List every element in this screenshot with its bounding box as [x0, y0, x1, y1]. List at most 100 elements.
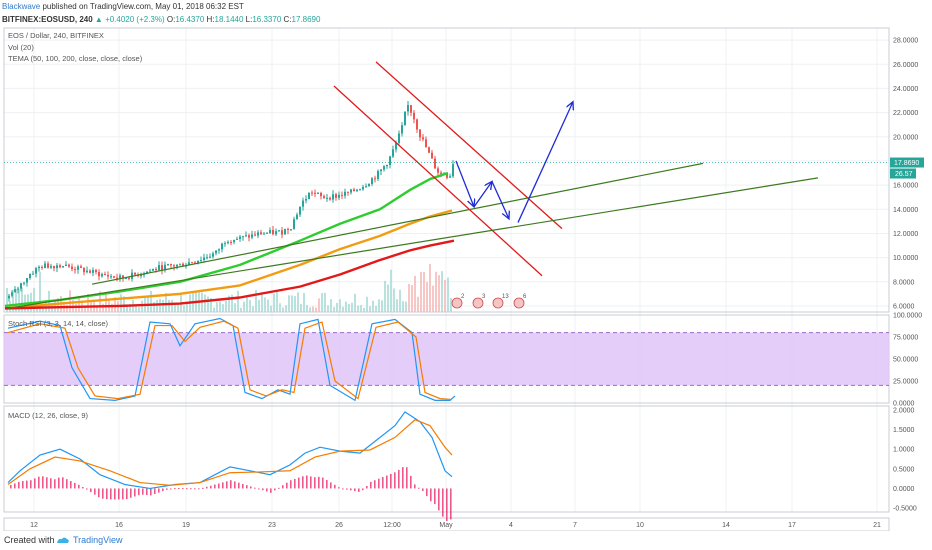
candle-body: [206, 257, 208, 259]
candle-body: [317, 193, 319, 195]
macd-histogram-bar: [210, 485, 212, 489]
candle-body: [233, 239, 235, 243]
last-price-label: 17.8690: [894, 160, 919, 167]
publish-header: Blackwave published on TradingView.com, …: [0, 0, 932, 14]
macd-histogram-bar: [374, 480, 376, 489]
author-link[interactable]: Blackwave: [2, 2, 41, 11]
candle-body: [428, 147, 430, 153]
event-count-label: 2: [461, 294, 465, 300]
low-label: L:: [245, 15, 253, 24]
candle-body: [299, 206, 301, 215]
candle-body: [35, 268, 37, 274]
volume-bar: [426, 282, 428, 312]
candle-body: [269, 230, 271, 233]
volume-bar: [99, 291, 101, 312]
volume-bar: [318, 298, 320, 312]
volume-bar: [102, 303, 104, 312]
macd-histogram-bar: [46, 477, 48, 489]
candle-body: [416, 119, 418, 130]
candle-body: [389, 156, 391, 166]
candle-body: [143, 274, 145, 276]
volume-bar: [243, 301, 245, 312]
volume-bar: [222, 304, 224, 312]
volume-bar: [237, 290, 239, 312]
volume-bar: [267, 299, 269, 312]
macd-histogram-bar: [242, 483, 244, 489]
volume-bar: [129, 303, 131, 312]
volume-bar: [264, 297, 266, 312]
candle-body: [440, 172, 442, 174]
candle-body: [338, 194, 340, 198]
time-tick-label: 10: [636, 522, 644, 529]
candle-body: [20, 283, 22, 289]
macd-histogram-bar: [314, 477, 316, 489]
volume-badge: [890, 168, 916, 179]
macd-histogram-bar: [198, 488, 200, 490]
time-tick-label: 21: [873, 522, 881, 529]
volume-bar: [309, 307, 311, 312]
candle-body: [65, 264, 67, 267]
volume-bar: [105, 292, 107, 312]
volume-bar: [423, 271, 425, 312]
volume-bar: [393, 288, 395, 312]
candle-body: [101, 274, 103, 277]
symbol-name[interactable]: BITFINEX:EOSUSD, 240: [2, 15, 93, 24]
price-tick-label: 6.0000: [893, 303, 915, 310]
candle-body: [122, 275, 124, 279]
tradingview-logo-icon: [57, 537, 69, 543]
macd-histogram-bar: [118, 488, 120, 500]
volume-bar: [210, 298, 212, 312]
candle-body: [173, 265, 175, 267]
candle-body: [398, 133, 400, 143]
candle-body: [215, 250, 217, 254]
macd-histogram-bar: [434, 488, 436, 505]
volume-bar: [45, 300, 47, 312]
candle-body: [323, 196, 325, 198]
candle-body: [50, 266, 52, 268]
tradingview-brand-link[interactable]: TradingView: [73, 535, 123, 545]
volume-bar: [123, 296, 125, 312]
volume-bar: [447, 277, 449, 312]
volume-bar: [321, 293, 323, 312]
candle-body: [134, 272, 136, 275]
event-flag-icon: [513, 297, 525, 309]
volume-bar: [420, 271, 422, 312]
macd-histogram-bar: [146, 488, 148, 496]
macd-histogram-bar: [370, 481, 372, 489]
candle-body: [362, 186, 364, 190]
stoch-tick-label: 0.0000: [893, 401, 915, 408]
volume-bar: [438, 275, 440, 312]
candle-body: [170, 263, 172, 266]
volume-bar: [135, 306, 137, 312]
trendline-upper: [91, 162, 704, 285]
volume-bar: [354, 293, 356, 312]
macd-histogram-bar: [70, 481, 72, 489]
macd-histogram-bar: [270, 488, 272, 493]
candle-body: [119, 275, 121, 279]
macd-histogram-bar: [306, 475, 308, 489]
candle-body: [266, 232, 268, 234]
event-count-label: 6: [523, 294, 527, 300]
price-tick-label: 14.0000: [893, 207, 918, 214]
candle-body: [365, 186, 367, 188]
stoch-tick-label: 100.0000: [893, 313, 922, 320]
volume-bar: [204, 294, 206, 312]
candle-body: [182, 263, 184, 267]
macd-tick-label: 1.0000: [893, 447, 915, 454]
candle-body: [95, 270, 97, 273]
macd-histogram-bar: [362, 488, 364, 491]
macd-histogram-bar: [174, 488, 176, 490]
volume-bar: [297, 292, 299, 312]
tema-50-line: [4, 171, 449, 308]
macd-histogram-bar: [394, 472, 396, 489]
time-tick-label: 19: [182, 522, 190, 529]
volume-bar: [378, 299, 380, 312]
volume-bar: [162, 300, 164, 312]
volume-bar: [324, 292, 326, 312]
macd-histogram-bar: [398, 469, 400, 489]
macd-histogram-bar: [358, 488, 360, 492]
volume-bar: [12, 289, 14, 312]
symbol-bar: BITFINEX:EOSUSD, 240 ▲ +0.4020 (+2.3%) O…: [2, 14, 320, 26]
macd-histogram-bar: [402, 467, 404, 489]
